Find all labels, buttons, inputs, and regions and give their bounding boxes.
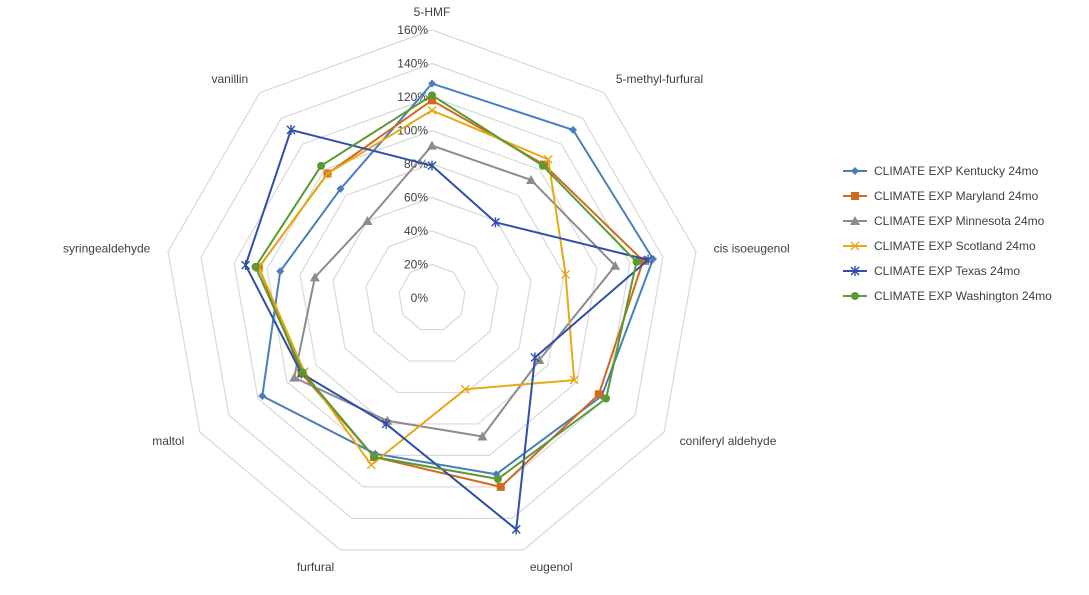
data-point xyxy=(526,174,537,184)
legend-label: CLIMATE EXP Kentucky 24mo xyxy=(874,164,1039,178)
legend-item: CLIMATE EXP Texas 24mo xyxy=(843,264,1020,278)
legend-marker xyxy=(850,241,860,251)
data-point xyxy=(643,254,653,265)
data-point xyxy=(309,272,320,282)
data-point xyxy=(362,216,373,226)
category-axis-labels: 5-HMF 5-methyl-furfural cis isoeugenol coni… xyxy=(63,5,790,574)
legend-item: CLIMATE EXP Maryland 24mo xyxy=(843,189,1039,203)
grid-ring xyxy=(167,29,697,551)
axis-label: coniferyl aldehyde xyxy=(680,434,777,448)
grid-ring xyxy=(365,230,499,362)
tick-label: 100% xyxy=(397,124,428,138)
axis-label: eugenol xyxy=(530,560,573,574)
tick-label: 60% xyxy=(404,191,428,205)
data-point xyxy=(381,418,391,429)
data-point xyxy=(276,267,285,276)
grid-ring xyxy=(266,129,598,456)
data-point xyxy=(428,96,436,105)
data-point xyxy=(511,524,521,535)
data-point xyxy=(530,352,540,363)
legend-marker xyxy=(851,167,859,175)
data-point xyxy=(477,431,488,441)
axis-label: syringealdehyde xyxy=(63,241,151,255)
data-point xyxy=(323,169,333,179)
grid-ring xyxy=(200,62,664,519)
data-point xyxy=(286,124,296,135)
legend-marker xyxy=(851,292,859,300)
data-point xyxy=(543,154,553,164)
data-point xyxy=(639,256,648,265)
data-point xyxy=(317,161,326,170)
tick-label: 120% xyxy=(397,90,428,104)
tick-label: 160% xyxy=(397,23,428,37)
tick-label: 0% xyxy=(411,291,429,305)
data-point xyxy=(561,269,571,279)
axis-label: cis isoeugenol xyxy=(714,241,790,255)
axis-label: 5-methyl-furfural xyxy=(616,72,703,86)
data-point xyxy=(534,354,545,364)
radar-grid xyxy=(167,29,697,551)
data-point xyxy=(649,255,658,264)
tick-label: 140% xyxy=(397,57,428,71)
grid-ring xyxy=(299,163,565,425)
series-2 xyxy=(289,140,621,441)
legend-label: CLIMATE EXP Minnesota 24mo xyxy=(874,214,1045,228)
data-point xyxy=(632,257,641,266)
legend-marker xyxy=(851,192,859,200)
grid-ring xyxy=(233,96,631,488)
data-point xyxy=(336,184,345,193)
data-point xyxy=(298,368,307,377)
axis-label: vanillin xyxy=(211,72,248,86)
data-point xyxy=(427,160,437,171)
data-point xyxy=(594,390,603,399)
data-point xyxy=(427,140,437,150)
series-line xyxy=(257,109,576,466)
data-point xyxy=(428,91,436,100)
axis-label: 5-HMF xyxy=(414,5,451,19)
data-point xyxy=(491,217,501,228)
series-line xyxy=(244,128,650,531)
data-point xyxy=(610,260,621,270)
legend-item: CLIMATE EXP Kentucky 24mo xyxy=(843,164,1039,178)
series-line xyxy=(293,144,617,438)
data-point xyxy=(427,105,437,115)
data-point xyxy=(569,125,578,134)
axis-label: maltol xyxy=(152,434,184,448)
legend-item: CLIMATE EXP Scotland 24mo xyxy=(843,239,1036,253)
data-point xyxy=(538,161,547,170)
data-point xyxy=(428,79,436,88)
legend: CLIMATE EXP Kentucky 24mo CLIMATE EXP Mar… xyxy=(843,164,1052,303)
legend-item: CLIMATE EXP Minnesota 24mo xyxy=(843,214,1045,228)
data-point xyxy=(370,452,379,461)
legend-item: CLIMATE EXP Washington 24mo xyxy=(843,289,1052,303)
tick-label: 40% xyxy=(404,224,428,238)
legend-marker xyxy=(850,266,860,276)
legend-label: CLIMATE EXP Texas 24mo xyxy=(874,264,1020,278)
series-layer xyxy=(241,79,658,535)
grid-ring xyxy=(332,196,532,394)
grid-ring xyxy=(398,263,466,331)
legend-label: CLIMATE EXP Maryland 24mo xyxy=(874,189,1039,203)
data-point xyxy=(289,372,300,382)
series-line xyxy=(254,94,638,481)
data-point xyxy=(493,475,502,484)
data-point xyxy=(496,482,505,491)
data-point xyxy=(602,394,611,403)
data-point xyxy=(258,391,267,400)
axis-label: furfural xyxy=(297,560,334,574)
legend-label: CLIMATE EXP Scotland 24mo xyxy=(874,239,1036,253)
legend-label: CLIMATE EXP Washington 24mo xyxy=(874,289,1052,303)
data-point xyxy=(460,384,470,394)
data-point xyxy=(251,262,260,271)
series-5 xyxy=(251,91,641,484)
data-point xyxy=(366,460,376,470)
data-point xyxy=(241,260,251,271)
series-line xyxy=(257,99,645,488)
tick-label: 20% xyxy=(404,258,428,272)
legend-marker xyxy=(850,216,860,225)
data-point xyxy=(569,375,579,385)
